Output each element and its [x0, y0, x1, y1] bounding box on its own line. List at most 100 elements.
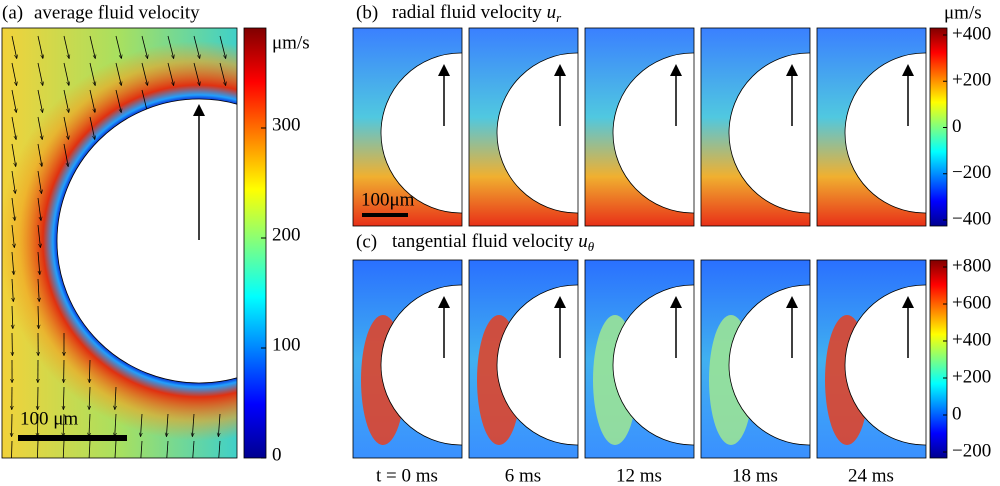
flow-arrow	[89, 413, 90, 436]
flow-arrow	[63, 35, 69, 58]
title-symbol: u	[578, 231, 588, 252]
colorbar-tick-label: 0	[952, 116, 962, 137]
colorbar-tick-label: +600	[952, 292, 991, 313]
flow-arrow	[11, 251, 14, 274]
title-text: tangential fluid velocity	[392, 231, 574, 252]
title-subscript: r	[556, 10, 562, 25]
flow-arrow	[37, 224, 40, 247]
title-symbol: u	[547, 2, 557, 23]
time-label: 18 ms	[732, 465, 778, 486]
panel-label: (b)	[356, 2, 378, 23]
particle	[612, 52, 694, 214]
flow-arrow	[115, 89, 121, 112]
colorbar-tick-label: +800	[952, 255, 991, 276]
flow-arrow	[167, 35, 174, 58]
time-label: 6 ms	[505, 465, 541, 486]
frame	[584, 259, 695, 459]
frame	[816, 27, 927, 227]
flow-arrow	[37, 170, 41, 193]
flow-arrow	[141, 413, 142, 436]
flow-arrow	[63, 413, 64, 436]
colorbar	[243, 27, 267, 459]
frame	[700, 259, 811, 459]
particle	[56, 98, 237, 384]
flow-arrow	[12, 305, 13, 328]
flow-arrow	[11, 35, 17, 58]
panel-a-image	[2, 28, 237, 458]
snapshot	[353, 28, 462, 226]
flow-arrow	[89, 386, 90, 409]
flow-arrow	[37, 62, 43, 85]
flow-arrow	[219, 62, 226, 85]
frame	[584, 27, 695, 227]
flow-arrow	[37, 197, 41, 220]
flow-arrow	[141, 89, 147, 112]
colorbar-unit: μm/s	[944, 2, 982, 23]
particle	[612, 284, 694, 446]
scale-bar	[18, 435, 127, 441]
flow-arrow	[11, 440, 13, 458]
snapshot	[817, 28, 926, 226]
particle	[844, 284, 926, 446]
flow-arrow	[11, 170, 15, 193]
particle	[380, 284, 462, 446]
frame	[468, 259, 579, 459]
panel-title: radial fluid velocity ur	[392, 2, 562, 25]
flow-arrow	[89, 62, 95, 85]
colorbar-tick-label: +400	[952, 329, 991, 350]
frame	[1, 27, 238, 459]
particle	[728, 52, 810, 214]
snapshot	[585, 260, 694, 458]
flow-arrow	[63, 89, 69, 112]
snapshot	[469, 28, 578, 226]
flow-arrow	[141, 35, 147, 58]
particle	[844, 52, 926, 214]
colorbar-tick-label: 300	[272, 114, 301, 135]
flow-arrow	[89, 89, 95, 112]
time-label: 12 ms	[616, 465, 662, 486]
flow-arrow	[114, 440, 117, 458]
flow-arrow	[140, 440, 143, 458]
flow-arrow	[218, 413, 220, 436]
title-subscript: θ	[588, 239, 595, 254]
scale-bar-label: 100μm	[361, 189, 415, 210]
colorbar-unit: μm/s	[272, 32, 310, 53]
particle	[728, 284, 810, 446]
flow-arrow	[11, 89, 16, 112]
panel-label: (c)	[356, 231, 377, 252]
particle	[496, 52, 578, 214]
flow-arrow	[37, 116, 42, 139]
flow-arrow	[88, 440, 91, 458]
colorbar-tick-label: 100	[272, 334, 301, 355]
flow-arrow	[62, 440, 65, 458]
flow-arrow	[192, 440, 195, 458]
flow-arrow	[63, 386, 64, 409]
flow-arrow	[218, 440, 221, 458]
frame	[352, 27, 463, 227]
time-label: t = 0 ms	[376, 465, 438, 486]
colorbar	[929, 259, 948, 459]
flow-arrow	[63, 62, 69, 85]
flow-arrow	[141, 62, 147, 85]
colorbar-tick-label: +200	[952, 70, 991, 91]
flow-arrow	[115, 386, 116, 409]
flow-arrow	[193, 35, 200, 58]
colorbar-tick-label: −200	[952, 440, 991, 461]
colorbar-tick-label: −400	[952, 208, 991, 229]
flow-arrow	[11, 197, 15, 220]
flow-arrow	[38, 305, 39, 328]
flow-arrow	[193, 62, 200, 85]
flow-arrow	[89, 359, 90, 382]
flow-arrow	[63, 143, 68, 166]
colorbar-tick-label: +400	[952, 23, 991, 44]
title-text: radial fluid velocity	[392, 2, 542, 23]
flow-arrow	[11, 224, 14, 247]
flow-arrow	[115, 62, 121, 85]
flow-arrow	[37, 413, 38, 436]
frame	[468, 27, 579, 227]
flow-arrow	[11, 62, 16, 85]
colorbar-tick-label: 0	[272, 444, 282, 465]
panel-label: (a)	[2, 2, 23, 23]
panel-title: average fluid velocity	[34, 2, 200, 23]
flow-arrow	[37, 89, 42, 112]
